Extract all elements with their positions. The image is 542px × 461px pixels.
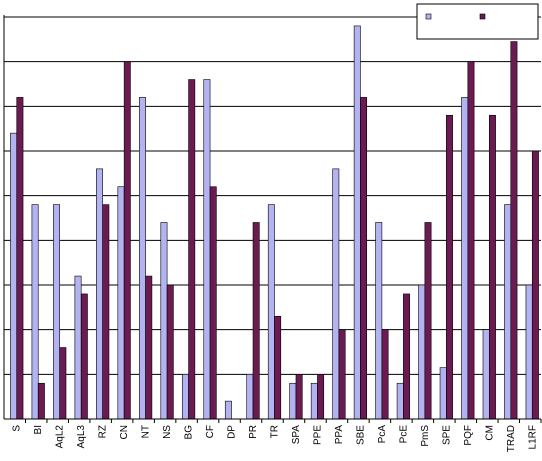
category-label: AqL3 (76, 425, 87, 449)
category-label: SBE (355, 425, 366, 445)
bar (59, 347, 67, 420)
category-label: CN (119, 425, 130, 439)
category-label: DP (227, 425, 238, 439)
bar (510, 41, 518, 420)
category-label: PcE (398, 425, 409, 444)
legend (416, 3, 539, 40)
bar (467, 61, 475, 420)
category-label: AqL2 (55, 425, 66, 449)
axes (3, 15, 542, 423)
legend-swatch (425, 13, 432, 20)
bar (274, 315, 282, 420)
category-labels: S BI AqL2 AqL3 RZ CN NT NS BG CF DP PR TR SPA PPE PPA SB… (12, 425, 539, 453)
bar (424, 222, 432, 420)
bar (96, 168, 103, 420)
bar (224, 400, 232, 420)
category-label: PQF (463, 425, 474, 446)
category-label: CF (205, 425, 216, 438)
bar (10, 132, 18, 420)
gridlines (4, 16, 541, 375)
bar (123, 61, 131, 420)
bar (139, 97, 146, 420)
bar (246, 374, 254, 420)
bar (338, 329, 346, 420)
bar (188, 79, 196, 420)
category-label: PR (248, 425, 259, 439)
category-label: NT (141, 425, 152, 438)
category-label: PmS (420, 425, 431, 447)
bar (317, 374, 325, 420)
legend-box (416, 3, 539, 40)
bar (117, 186, 125, 420)
bar (461, 97, 469, 420)
bars (10, 25, 539, 420)
bar (181, 374, 189, 420)
bar (396, 382, 404, 420)
bar (16, 97, 24, 420)
bar (209, 186, 217, 420)
bar (267, 204, 275, 420)
bar (80, 293, 88, 420)
bar (375, 222, 383, 420)
category-label: SPE (441, 425, 452, 445)
bar (102, 204, 110, 420)
bar (381, 329, 389, 420)
category-label: RZ (98, 425, 109, 438)
legend-swatch (479, 13, 486, 20)
category-label: CM (484, 425, 495, 441)
bar (31, 204, 39, 420)
category-label: TRAD (506, 425, 517, 452)
bar (203, 79, 211, 420)
bar (446, 114, 453, 420)
category-label: PcA (377, 425, 388, 444)
bar (504, 204, 512, 420)
category-label: PPA (334, 425, 345, 445)
bar (37, 382, 45, 420)
category-label: BI (33, 425, 44, 434)
bar (295, 374, 303, 420)
bar (525, 284, 533, 420)
bar (166, 284, 174, 420)
bar (360, 97, 368, 420)
bar (488, 114, 496, 420)
bar (332, 168, 340, 420)
category-label: L1RF (527, 425, 538, 449)
bar (252, 222, 260, 420)
bar (53, 204, 61, 420)
bar (289, 382, 297, 420)
bar (482, 329, 490, 420)
bar (418, 284, 426, 420)
bar (531, 150, 539, 420)
bar (74, 275, 82, 420)
category-label: TR (270, 425, 281, 438)
bar (310, 382, 318, 420)
category-label: BG (184, 425, 195, 440)
bar (145, 275, 153, 420)
category-label: SPA (291, 425, 302, 445)
category-label: NS (162, 425, 173, 439)
bar (353, 25, 361, 420)
bar (403, 293, 410, 420)
category-label: S (12, 425, 23, 432)
category-label: PPE (312, 425, 323, 445)
bar (439, 367, 447, 420)
bar (160, 222, 168, 420)
